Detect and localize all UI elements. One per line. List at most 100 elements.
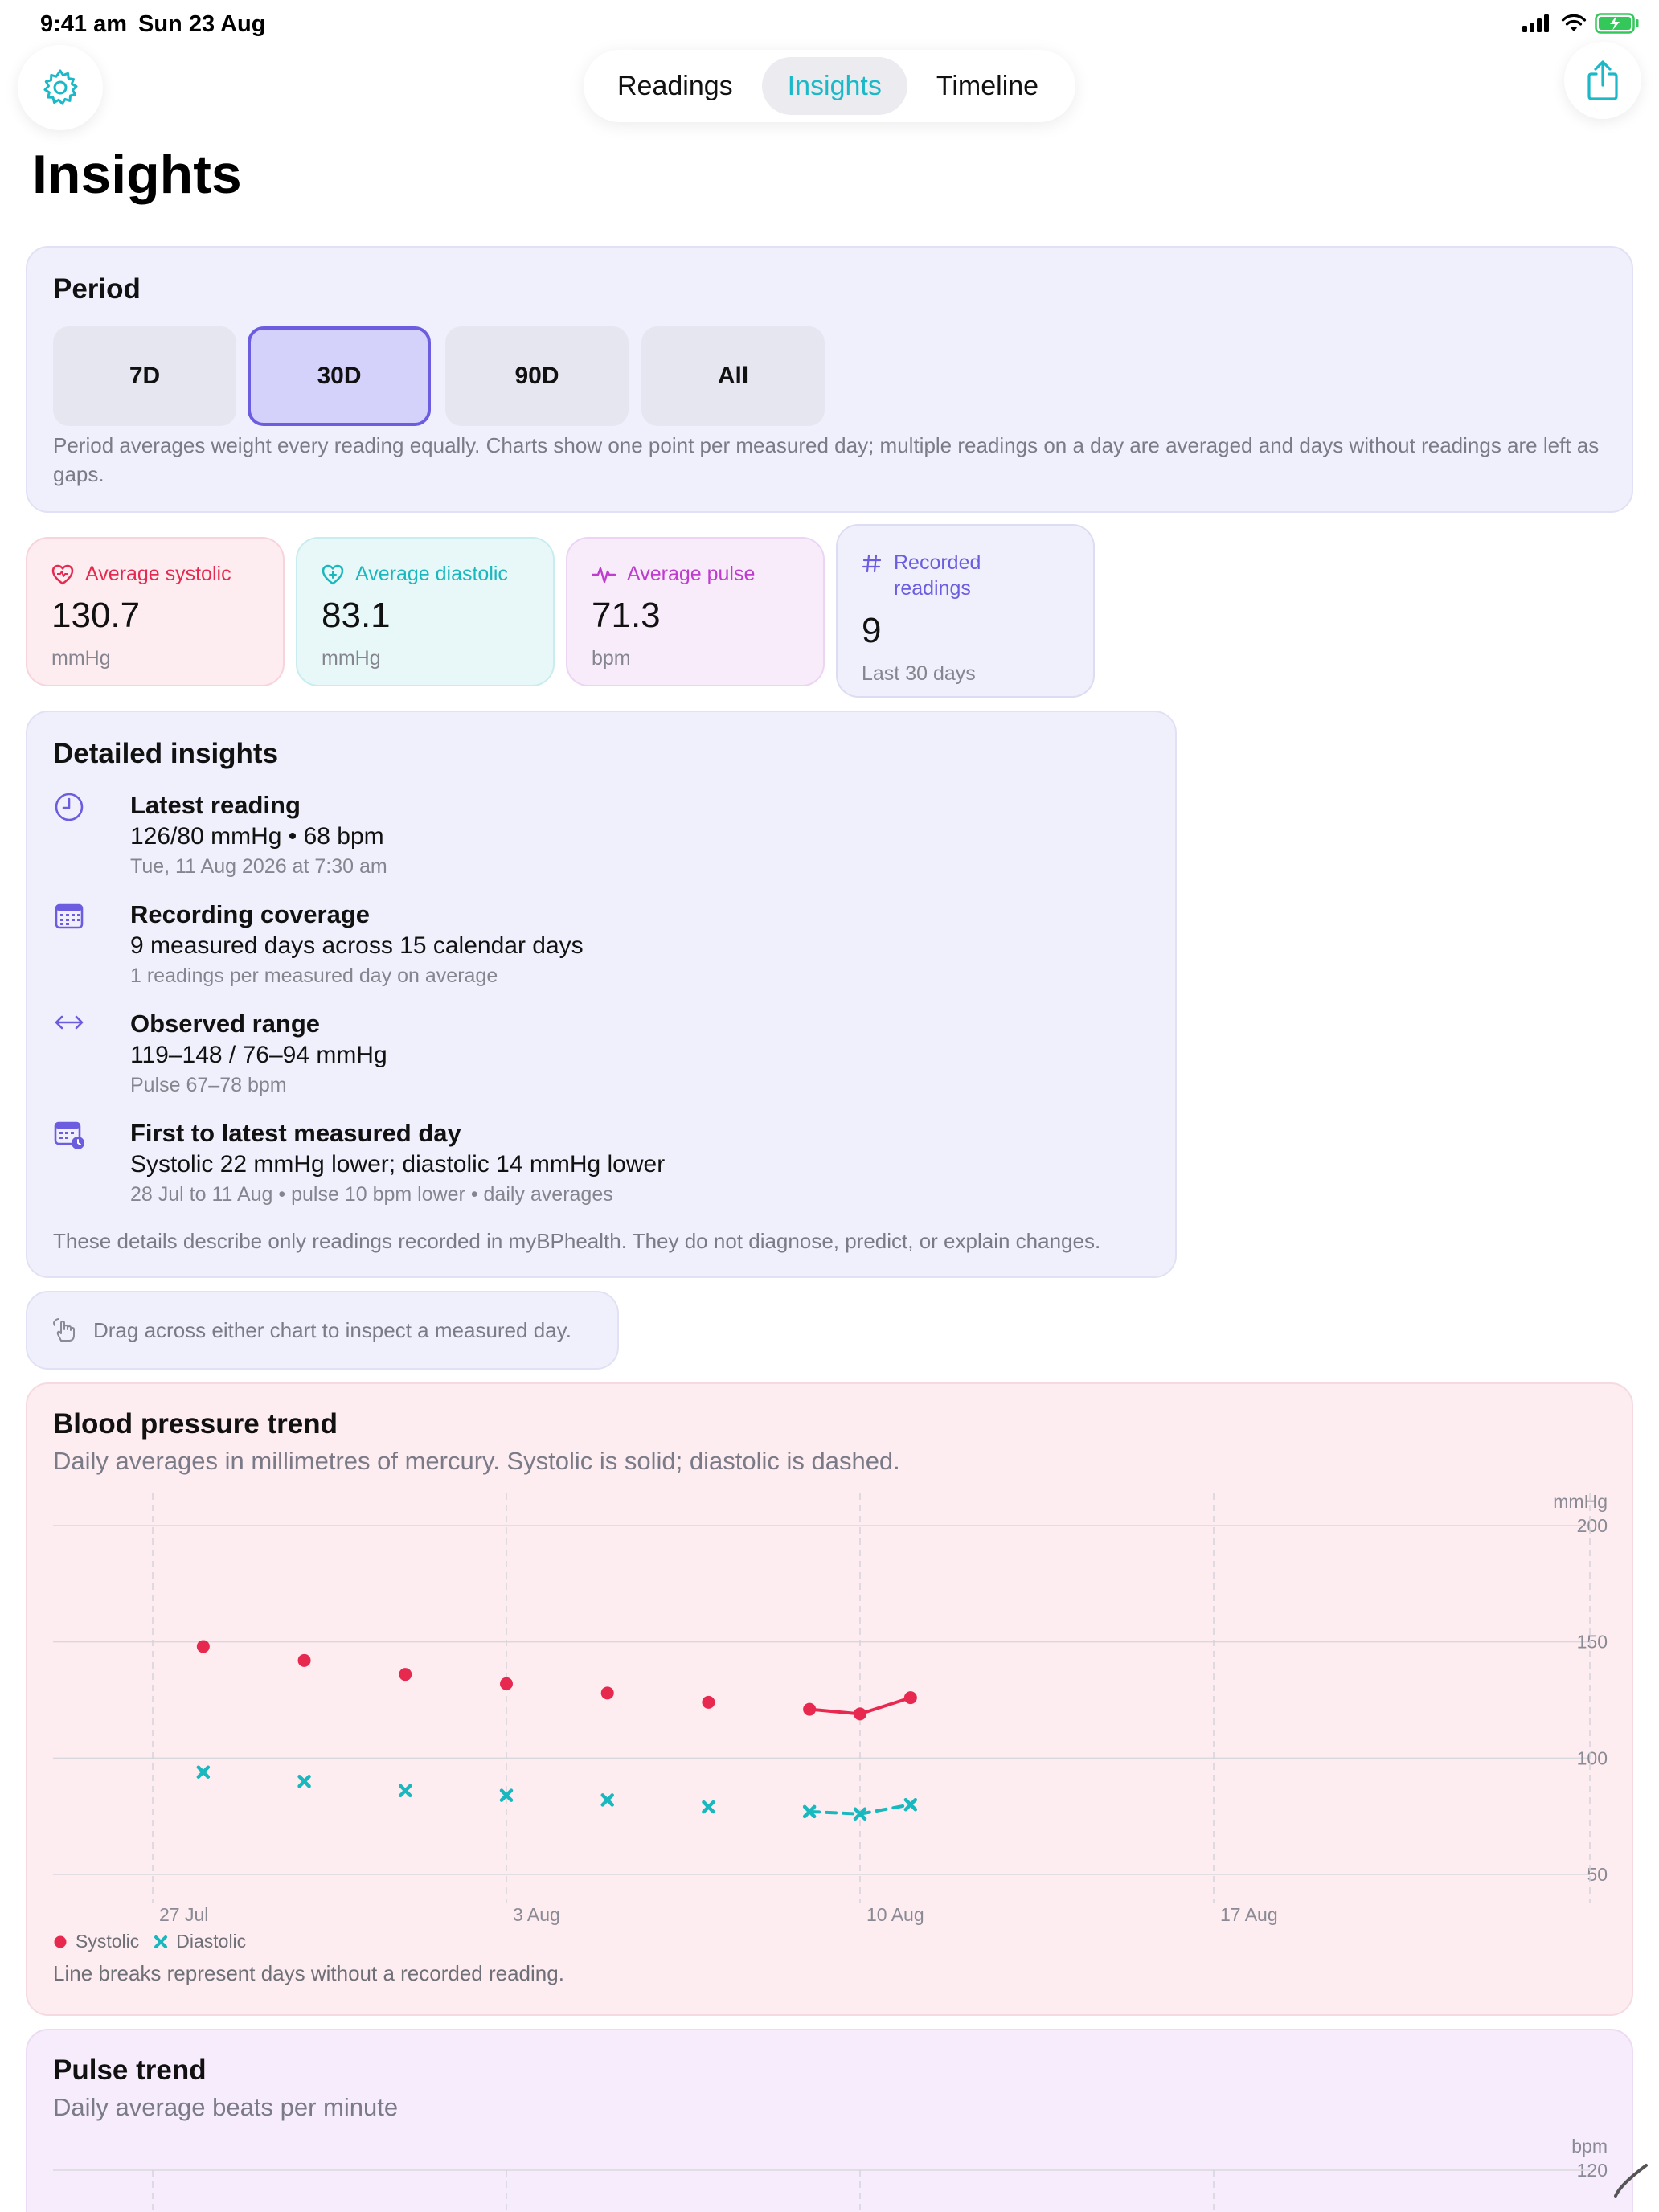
stat-value: 130.7 xyxy=(51,596,141,635)
detail-sub: 28 Jul to 11 Aug • pulse 10 bpm lower • … xyxy=(130,1183,613,1206)
settings-button[interactable] xyxy=(18,45,103,130)
stat-unit: Last 30 days xyxy=(862,662,976,685)
detail-latest-reading: Latest reading 126/80 mmHg • 68 bpm Tue,… xyxy=(53,791,1146,879)
systolic-point xyxy=(399,1668,412,1682)
systolic-point xyxy=(803,1702,817,1716)
diastolic-point xyxy=(399,1784,412,1798)
bp-chart-subtitle: Daily averages in millimetres of mercury… xyxy=(53,1447,900,1475)
view-segmented-control: Readings Insights Timeline xyxy=(584,50,1075,122)
range-arrows-icon xyxy=(55,1015,84,1030)
period-note: Period averages weight every reading equ… xyxy=(53,433,1600,486)
legend-cross-icon xyxy=(154,1935,168,1948)
stat-label: Average systolic xyxy=(85,563,231,585)
diastolic-point xyxy=(297,1775,311,1788)
detail-title: Latest reading xyxy=(130,791,301,819)
stat-unit: bpm xyxy=(592,647,631,670)
y-tick-label: 100 xyxy=(1577,1747,1608,1768)
wifi-icon xyxy=(1561,14,1587,31)
waveform-icon xyxy=(592,567,616,583)
period-30d-button[interactable]: 30D xyxy=(248,326,431,426)
home-indicator-corner-icon xyxy=(1614,2164,1648,2198)
stat-value: 71.3 xyxy=(592,596,661,635)
tab-insights[interactable]: Insights xyxy=(761,57,907,115)
calendar-icon xyxy=(55,903,84,929)
systolic-point xyxy=(196,1640,210,1653)
systolic-point xyxy=(702,1695,715,1709)
stat-average-systolic: Average systolic 130.7 mmHg xyxy=(26,537,285,686)
status-time: 9:41 am xyxy=(40,11,128,37)
details-title: Detailed insights xyxy=(53,738,279,769)
diastolic-point xyxy=(499,1788,514,1802)
detailed-insights-card: Detailed insights Latest reading 126/80 … xyxy=(26,711,1177,1278)
pulse-chart-title: Pulse trend xyxy=(53,2054,207,2086)
period-90d-button[interactable]: 90D xyxy=(445,326,629,426)
systolic-line-segment xyxy=(858,1696,912,1716)
chart-drag-hint: Drag across either chart to inspect a me… xyxy=(26,1291,619,1370)
bp-trend-card: Blood pressure trend Daily averages in m… xyxy=(26,1382,1633,2016)
bp-chart-title: Blood pressure trend xyxy=(53,1408,338,1440)
diastolic-point xyxy=(196,1765,211,1779)
x-tick-label: 10 Aug xyxy=(866,1904,924,1925)
systolic-point xyxy=(500,1677,513,1690)
calendar-clock-icon xyxy=(54,1121,84,1149)
share-button[interactable] xyxy=(1564,42,1641,119)
stat-unit: mmHg xyxy=(322,647,381,670)
bp-legend: Systolic Diastolic xyxy=(53,1931,246,1952)
detail-main: Systolic 22 mmHg lower; diastolic 14 mmH… xyxy=(130,1151,666,1178)
systolic-point xyxy=(600,1686,614,1700)
stat-value: 9 xyxy=(862,611,882,650)
gear-icon xyxy=(43,69,78,105)
period-card: Period 7D 30D 90D All Period averages we… xyxy=(26,246,1633,513)
stat-average-pulse: Average pulse 71.3 bpm xyxy=(566,537,825,686)
heart-icon xyxy=(51,564,74,584)
period-all-button[interactable]: All xyxy=(641,326,825,426)
systolic-line-segment xyxy=(808,1707,862,1716)
stat-recorded-readings: Recorded readings 9 Last 30 days xyxy=(836,524,1095,698)
diastolic-line-segment xyxy=(808,1809,862,1816)
pulse-trend-card: Pulse trend Daily average beats per minu… xyxy=(26,2029,1633,2212)
bp-chart-footer: Line breaks represent days without a rec… xyxy=(53,1961,564,1985)
stat-label: Average diastolic xyxy=(355,563,508,585)
diastolic-point xyxy=(853,1807,867,1821)
diastolic-point xyxy=(600,1793,614,1807)
y-unit-label: mmHg xyxy=(1553,1491,1608,1512)
stat-average-diastolic: Average diastolic 83.1 mmHg xyxy=(296,537,555,686)
legend-systolic: Systolic xyxy=(76,1931,140,1952)
x-tick-label: 27 Jul xyxy=(159,1904,208,1925)
detail-main: 9 measured days across 15 calendar days xyxy=(130,932,584,959)
period-title: Period xyxy=(53,273,141,305)
number-icon xyxy=(862,554,882,573)
stat-value: 83.1 xyxy=(322,596,391,635)
legend-dot-icon xyxy=(54,1936,67,1948)
detail-first-to-latest: First to latest measured day Systolic 22… xyxy=(53,1119,1146,1207)
hint-text: Drag across either chart to inspect a me… xyxy=(93,1317,571,1342)
detail-sub: Pulse 67–78 bpm xyxy=(130,1074,287,1096)
diastolic-point xyxy=(802,1804,817,1819)
detail-main: 119–148 / 76–94 mmHg xyxy=(130,1042,387,1068)
share-icon xyxy=(1587,60,1618,100)
period-7d-button[interactable]: 7D xyxy=(53,326,236,426)
stat-unit: mmHg xyxy=(51,647,111,670)
diastolic-point xyxy=(903,1797,918,1812)
systolic-point xyxy=(903,1691,917,1705)
y-tick-label: 200 xyxy=(1577,1515,1608,1536)
detail-title: Observed range xyxy=(130,1010,321,1038)
pulse-trend-chart[interactable]: bpm 120 xyxy=(27,2030,1635,2212)
diastolic-point xyxy=(702,1800,715,1814)
diastolic-line-segment xyxy=(858,1803,912,1816)
detail-title: Recording coverage xyxy=(130,900,371,928)
detail-observed-range: Observed range 119–148 / 76–94 mmHg Puls… xyxy=(53,1010,1146,1098)
heart-icon xyxy=(322,564,344,584)
detail-main: 126/80 mmHg • 68 bpm xyxy=(130,823,384,850)
detail-sub: 1 readings per measured day on average xyxy=(130,965,498,987)
stat-label: Recorded readings xyxy=(894,551,981,600)
details-footer: These details describe only readings rec… xyxy=(53,1229,1101,1253)
clock-icon xyxy=(55,793,84,821)
tab-timeline[interactable]: Timeline xyxy=(936,70,1039,101)
legend-diastolic: Diastolic xyxy=(176,1931,247,1952)
tab-readings[interactable]: Readings xyxy=(617,70,733,101)
battery-charging-icon xyxy=(1595,13,1639,34)
detail-recording-coverage: Recording coverage 9 measured days acros… xyxy=(53,900,1146,989)
detail-sub: Tue, 11 Aug 2026 at 7:30 am xyxy=(130,855,387,878)
